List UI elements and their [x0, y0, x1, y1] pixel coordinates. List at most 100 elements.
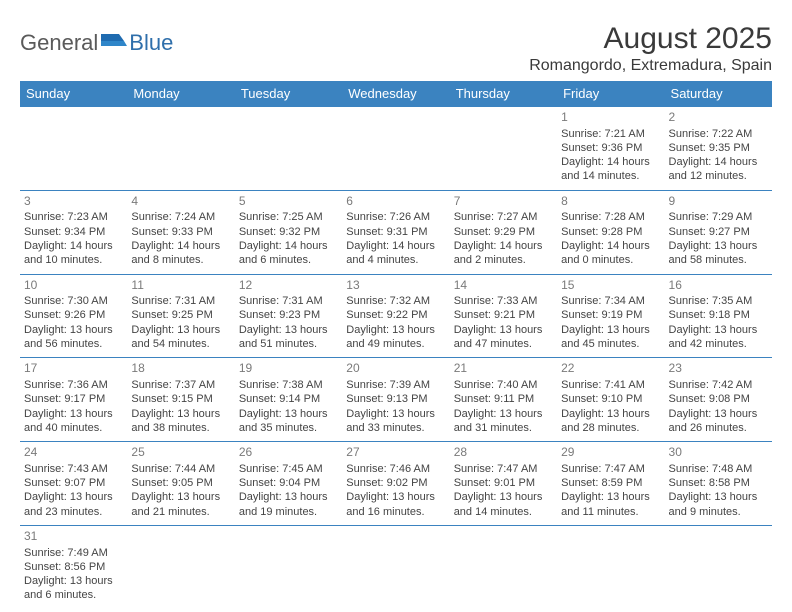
cell-line-ss: Sunset: 8:59 PM	[561, 476, 660, 490]
cell-line-ss: Sunset: 9:25 PM	[131, 308, 230, 322]
day-number: 6	[346, 194, 445, 210]
calendar-cell: 22Sunrise: 7:41 AMSunset: 9:10 PMDayligh…	[557, 358, 664, 442]
cell-line-ss: Sunset: 9:04 PM	[239, 476, 338, 490]
cell-line-d2: and 14 minutes.	[454, 505, 553, 519]
day-number: 17	[24, 361, 123, 377]
cell-line-ss: Sunset: 9:13 PM	[346, 392, 445, 406]
day-number: 28	[454, 445, 553, 461]
cell-line-sr: Sunrise: 7:30 AM	[24, 294, 123, 308]
cell-line-sr: Sunrise: 7:49 AM	[24, 546, 123, 560]
cell-line-ss: Sunset: 9:05 PM	[131, 476, 230, 490]
cell-line-sr: Sunrise: 7:42 AM	[669, 378, 768, 392]
day-number: 30	[669, 445, 768, 461]
cell-line-sr: Sunrise: 7:47 AM	[561, 462, 660, 476]
cell-line-d1: Daylight: 13 hours	[239, 323, 338, 337]
cell-line-sr: Sunrise: 7:31 AM	[131, 294, 230, 308]
day-header: Wednesday	[342, 81, 449, 107]
cell-line-sr: Sunrise: 7:41 AM	[561, 378, 660, 392]
cell-line-d1: Daylight: 14 hours	[561, 155, 660, 169]
cell-line-sr: Sunrise: 7:26 AM	[346, 210, 445, 224]
cell-line-ss: Sunset: 9:15 PM	[131, 392, 230, 406]
cell-line-ss: Sunset: 9:31 PM	[346, 225, 445, 239]
cell-line-d1: Daylight: 13 hours	[131, 323, 230, 337]
cell-line-sr: Sunrise: 7:24 AM	[131, 210, 230, 224]
cell-line-d1: Daylight: 14 hours	[561, 239, 660, 253]
cell-line-d2: and 16 minutes.	[346, 505, 445, 519]
cell-line-ss: Sunset: 9:19 PM	[561, 308, 660, 322]
day-number: 4	[131, 194, 230, 210]
calendar-cell: 24Sunrise: 7:43 AMSunset: 9:07 PMDayligh…	[20, 442, 127, 526]
location: Romangordo, Extremadura, Spain	[529, 57, 772, 75]
day-number: 16	[669, 278, 768, 294]
calendar-cell: 10Sunrise: 7:30 AMSunset: 9:26 PMDayligh…	[20, 274, 127, 358]
calendar-cell: 18Sunrise: 7:37 AMSunset: 9:15 PMDayligh…	[127, 358, 234, 442]
calendar-cell: 5Sunrise: 7:25 AMSunset: 9:32 PMDaylight…	[235, 190, 342, 274]
day-header: Sunday	[20, 81, 127, 107]
calendar-week-row: 10Sunrise: 7:30 AMSunset: 9:26 PMDayligh…	[20, 274, 772, 358]
logo-text-2: Blue	[129, 30, 173, 56]
cell-line-d2: and 38 minutes.	[131, 421, 230, 435]
cell-line-ss: Sunset: 9:18 PM	[669, 308, 768, 322]
day-number: 11	[131, 278, 230, 294]
cell-line-ss: Sunset: 9:01 PM	[454, 476, 553, 490]
cell-line-d2: and 49 minutes.	[346, 337, 445, 351]
day-number: 25	[131, 445, 230, 461]
cell-line-d2: and 6 minutes.	[239, 253, 338, 267]
day-number: 31	[24, 529, 123, 545]
calendar-cell: 27Sunrise: 7:46 AMSunset: 9:02 PMDayligh…	[342, 442, 449, 526]
cell-line-d2: and 12 minutes.	[669, 169, 768, 183]
day-number: 8	[561, 194, 660, 210]
cell-line-d2: and 47 minutes.	[454, 337, 553, 351]
cell-line-ss: Sunset: 9:21 PM	[454, 308, 553, 322]
cell-line-ss: Sunset: 9:14 PM	[239, 392, 338, 406]
cell-line-sr: Sunrise: 7:36 AM	[24, 378, 123, 392]
cell-line-d1: Daylight: 14 hours	[454, 239, 553, 253]
calendar-cell: 7Sunrise: 7:27 AMSunset: 9:29 PMDaylight…	[450, 190, 557, 274]
cell-line-sr: Sunrise: 7:31 AM	[239, 294, 338, 308]
calendar-cell	[450, 107, 557, 191]
cell-line-d2: and 40 minutes.	[24, 421, 123, 435]
cell-line-d1: Daylight: 14 hours	[24, 239, 123, 253]
calendar-cell: 28Sunrise: 7:47 AMSunset: 9:01 PMDayligh…	[450, 442, 557, 526]
cell-line-d2: and 0 minutes.	[561, 253, 660, 267]
day-number: 27	[346, 445, 445, 461]
calendar-body: 1Sunrise: 7:21 AMSunset: 9:36 PMDaylight…	[20, 107, 772, 609]
calendar-cell: 11Sunrise: 7:31 AMSunset: 9:25 PMDayligh…	[127, 274, 234, 358]
calendar-cell: 16Sunrise: 7:35 AMSunset: 9:18 PMDayligh…	[665, 274, 772, 358]
cell-line-ss: Sunset: 9:29 PM	[454, 225, 553, 239]
day-number: 3	[24, 194, 123, 210]
cell-line-sr: Sunrise: 7:46 AM	[346, 462, 445, 476]
cell-line-ss: Sunset: 9:35 PM	[669, 141, 768, 155]
cell-line-d1: Daylight: 13 hours	[346, 490, 445, 504]
day-header: Thursday	[450, 81, 557, 107]
logo-text-1: General	[20, 30, 98, 56]
day-number: 19	[239, 361, 338, 377]
cell-line-d1: Daylight: 13 hours	[24, 490, 123, 504]
day-number: 26	[239, 445, 338, 461]
cell-line-d1: Daylight: 13 hours	[24, 407, 123, 421]
cell-line-sr: Sunrise: 7:44 AM	[131, 462, 230, 476]
cell-line-d1: Daylight: 13 hours	[561, 490, 660, 504]
cell-line-d2: and 14 minutes.	[561, 169, 660, 183]
day-header: Monday	[127, 81, 234, 107]
cell-line-d1: Daylight: 13 hours	[669, 407, 768, 421]
cell-line-d2: and 26 minutes.	[669, 421, 768, 435]
calendar-cell	[342, 107, 449, 191]
cell-line-d1: Daylight: 13 hours	[669, 490, 768, 504]
cell-line-sr: Sunrise: 7:43 AM	[24, 462, 123, 476]
cell-line-d2: and 8 minutes.	[131, 253, 230, 267]
day-number: 15	[561, 278, 660, 294]
cell-line-ss: Sunset: 9:17 PM	[24, 392, 123, 406]
cell-line-sr: Sunrise: 7:22 AM	[669, 127, 768, 141]
cell-line-d2: and 9 minutes.	[669, 505, 768, 519]
cell-line-sr: Sunrise: 7:28 AM	[561, 210, 660, 224]
cell-line-d1: Daylight: 14 hours	[131, 239, 230, 253]
cell-line-ss: Sunset: 9:02 PM	[346, 476, 445, 490]
cell-line-sr: Sunrise: 7:33 AM	[454, 294, 553, 308]
cell-line-sr: Sunrise: 7:35 AM	[669, 294, 768, 308]
cell-line-d2: and 19 minutes.	[239, 505, 338, 519]
day-number: 12	[239, 278, 338, 294]
day-number: 1	[561, 110, 660, 126]
calendar-cell	[235, 525, 342, 608]
cell-line-sr: Sunrise: 7:38 AM	[239, 378, 338, 392]
